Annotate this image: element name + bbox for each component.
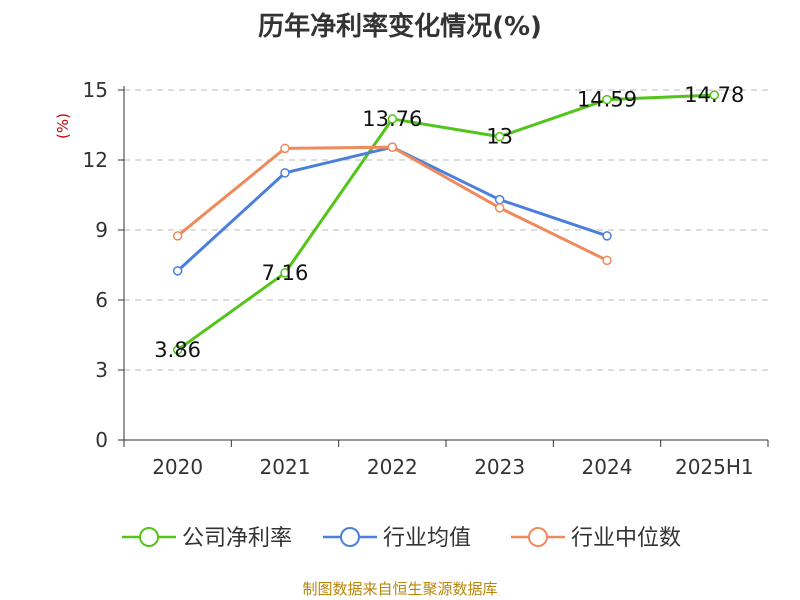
data-label: 13 xyxy=(486,125,513,149)
legend-label: 行业均值 xyxy=(383,526,471,551)
data-point xyxy=(494,203,505,213)
y-tick-label: 0 xyxy=(95,428,108,452)
y-axis-label: (%) xyxy=(54,113,72,139)
x-tick-label: 2024 xyxy=(582,455,633,479)
x-tick-label: 2020 xyxy=(152,455,203,479)
x-tick-label: 2022 xyxy=(367,455,418,479)
series-line-2 xyxy=(176,145,608,272)
data-label: 13.76 xyxy=(362,107,422,131)
y-tick-label: 12 xyxy=(83,148,108,172)
data-labels: 3.86 7.16 13.76 13 14.59 14.78 xyxy=(154,83,744,362)
series-line-1 xyxy=(176,93,715,352)
data-point xyxy=(602,94,612,105)
data-point xyxy=(280,268,290,278)
x-tick-label: 2021 xyxy=(260,455,311,479)
data-point xyxy=(602,231,612,241)
data-point xyxy=(602,255,612,266)
y-tick-label: 6 xyxy=(95,288,108,312)
axes: 0 3 6 9 12 15 2020 2021 2022 2023 2024 2025H1 xyxy=(83,78,769,479)
x-tick-label: 2025H1 xyxy=(675,455,754,479)
series-lines xyxy=(172,90,720,355)
data-label: 7.16 xyxy=(262,261,309,285)
data-label: 14.59 xyxy=(577,88,637,112)
x-tick-label: 2023 xyxy=(474,455,525,479)
data-point xyxy=(280,143,290,154)
data-point xyxy=(172,266,183,276)
data-point xyxy=(494,194,505,205)
y-tick-label: 15 xyxy=(83,78,108,102)
data-point xyxy=(172,231,183,241)
legend: 公司净利率 行业均值 行业中位数 xyxy=(122,526,681,551)
y-tick-label: 3 xyxy=(95,358,108,382)
legend-marker xyxy=(340,527,360,547)
legend-label: 公司净利率 xyxy=(182,526,292,551)
grid-lines xyxy=(124,89,768,371)
data-label: 3.86 xyxy=(154,338,201,362)
legend-label: 行业中位数 xyxy=(571,526,681,551)
legend-marker xyxy=(528,527,548,547)
legend-marker xyxy=(139,527,159,547)
y-tick-label: 9 xyxy=(95,218,108,242)
data-point xyxy=(387,114,398,124)
data-point xyxy=(280,168,290,178)
data-source-note: 制图数据来自恒生聚源数据库 xyxy=(302,580,498,598)
data-point xyxy=(709,90,720,100)
chart-title: 历年净利率变化情况(%) xyxy=(258,12,542,42)
data-label: 14.78 xyxy=(684,83,744,107)
series-line-3 xyxy=(176,145,608,262)
data-point xyxy=(172,345,183,355)
data-point xyxy=(387,142,398,152)
data-point xyxy=(494,131,505,142)
